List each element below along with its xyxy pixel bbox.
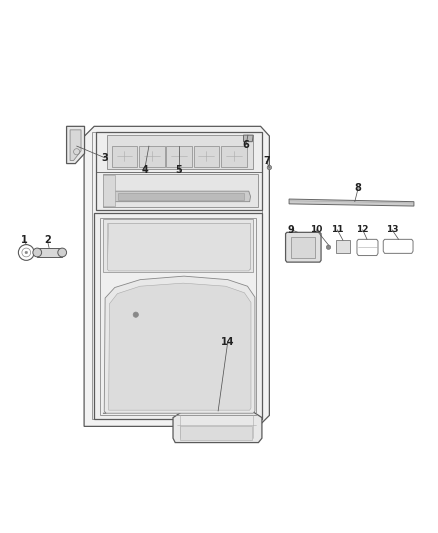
Text: 5: 5 [175, 165, 182, 175]
Circle shape [33, 248, 42, 257]
Polygon shape [221, 146, 247, 167]
Text: 11: 11 [331, 225, 343, 234]
Text: 12: 12 [357, 225, 369, 234]
Polygon shape [107, 223, 251, 271]
Polygon shape [103, 219, 253, 272]
Text: 2: 2 [44, 235, 51, 245]
Text: 7: 7 [263, 156, 270, 166]
Polygon shape [94, 213, 262, 419]
Circle shape [25, 251, 28, 254]
Text: 3: 3 [102, 153, 109, 163]
Polygon shape [37, 248, 62, 257]
Polygon shape [107, 223, 250, 269]
Polygon shape [103, 174, 258, 207]
Polygon shape [180, 426, 252, 440]
Polygon shape [103, 276, 255, 413]
Polygon shape [173, 411, 262, 442]
Text: 9: 9 [288, 225, 295, 235]
Polygon shape [109, 283, 251, 410]
Polygon shape [139, 146, 165, 167]
Polygon shape [84, 126, 269, 426]
Text: 4: 4 [141, 165, 148, 175]
Circle shape [326, 245, 331, 249]
Text: 10: 10 [310, 225, 322, 234]
Polygon shape [96, 132, 262, 211]
Text: 6: 6 [243, 140, 250, 150]
Text: 14: 14 [221, 337, 234, 347]
Polygon shape [107, 135, 253, 169]
Polygon shape [113, 191, 251, 201]
Polygon shape [194, 146, 219, 167]
Circle shape [267, 165, 272, 169]
Polygon shape [286, 232, 321, 262]
Polygon shape [244, 135, 253, 142]
Polygon shape [289, 199, 414, 206]
Text: 1: 1 [21, 235, 28, 245]
Text: 8: 8 [355, 183, 362, 192]
Circle shape [133, 312, 138, 317]
Polygon shape [291, 237, 315, 258]
Polygon shape [112, 146, 137, 167]
Text: 13: 13 [386, 225, 398, 234]
Polygon shape [67, 126, 85, 164]
Polygon shape [118, 193, 244, 200]
Polygon shape [70, 130, 81, 160]
Circle shape [58, 248, 67, 257]
Polygon shape [336, 240, 350, 253]
Polygon shape [166, 146, 192, 167]
Polygon shape [103, 174, 115, 206]
